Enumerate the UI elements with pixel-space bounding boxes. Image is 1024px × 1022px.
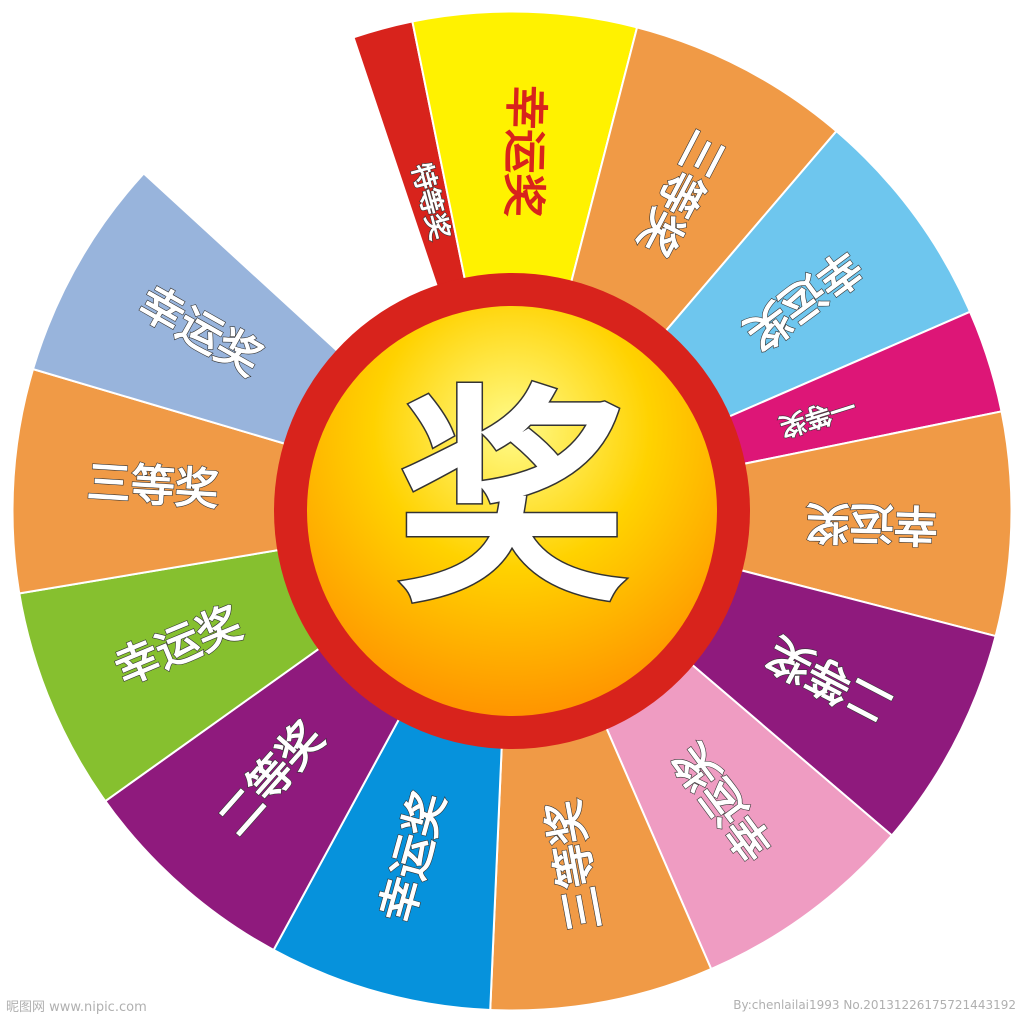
center-prize-char: 奖	[397, 365, 627, 635]
watermark-left: 昵图网 www.nipic.com	[6, 1000, 147, 1015]
segment-label: 幸运奖	[805, 496, 938, 550]
watermark-right: By:chenlailai1993 No.2013122617572144319…	[733, 998, 1016, 1012]
segment-label: 三等奖	[85, 457, 220, 516]
segment-label: 幸运奖	[497, 85, 551, 218]
hub-center[interactable]	[307, 306, 717, 716]
wheel-rim	[10, 9, 1014, 1013]
